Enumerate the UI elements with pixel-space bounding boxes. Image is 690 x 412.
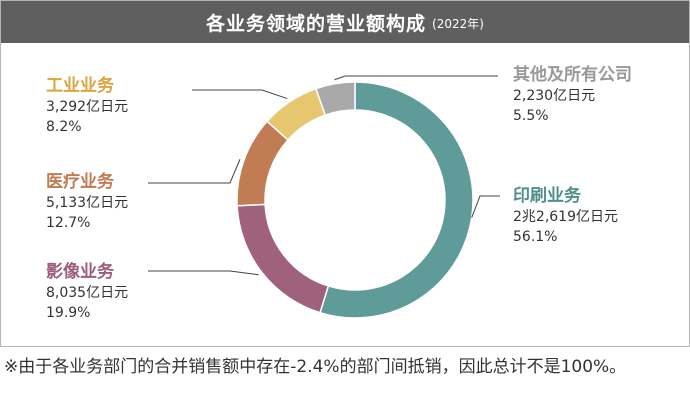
label-medical-name: 医疗业务: [46, 172, 114, 192]
chart-title: 各业务领域的营业额构成: [206, 12, 427, 35]
footnote: ※由于各业务部门的合并销售额中存在-2.4%的部门间抵销，因此总计不是100%。: [4, 357, 627, 377]
leader-line-imaging: [148, 270, 259, 276]
label-medical-percent: 12.7%: [46, 215, 91, 231]
slice-printing: [319, 81, 474, 319]
label-printing-percent: 56.1%: [513, 229, 558, 245]
label-industrial-percent: 8.2%: [46, 119, 82, 135]
label-medical-amount: 5,133亿日元: [46, 195, 129, 211]
leader-line-other: [334, 75, 498, 81]
label-medical: 医疗业务 5,133亿日元 12.7%: [46, 171, 128, 233]
label-other-percent: 5.5%: [513, 108, 549, 124]
slice-imaging: [236, 203, 330, 314]
donut-chart: [148, 75, 500, 319]
label-printing-amount: 2兆2,619亿日元: [513, 209, 618, 225]
label-other-name: 其他及所有公司: [513, 65, 632, 85]
leader-line-printing: [471, 195, 500, 218]
label-other: 其他及所有公司 2,230亿日元 5.5%: [513, 64, 632, 126]
label-imaging-name: 影像业务: [46, 262, 114, 282]
label-industrial-name: 工业业务: [46, 76, 114, 96]
leader-line-industrial: [192, 89, 288, 100]
slice-other: [314, 81, 356, 117]
title-bar: 各业务领域的营业额构成 (2022年): [1, 1, 689, 43]
label-imaging-percent: 19.9%: [46, 305, 91, 321]
leader-line-medical: [148, 159, 241, 184]
chart-year: (2022年): [432, 17, 484, 31]
label-industrial: 工业业务 3,292亿日元 8.2%: [46, 75, 128, 137]
label-printing-name: 印刷业务: [513, 186, 581, 206]
label-imaging: 影像业务 8,035亿日元 19.9%: [46, 261, 128, 323]
label-other-amount: 2,230亿日元: [513, 88, 596, 104]
label-imaging-amount: 8,035亿日元: [46, 285, 129, 301]
label-printing: 印刷业务 2兆2,619亿日元 56.1%: [513, 185, 618, 247]
label-industrial-amount: 3,292亿日元: [46, 99, 129, 115]
